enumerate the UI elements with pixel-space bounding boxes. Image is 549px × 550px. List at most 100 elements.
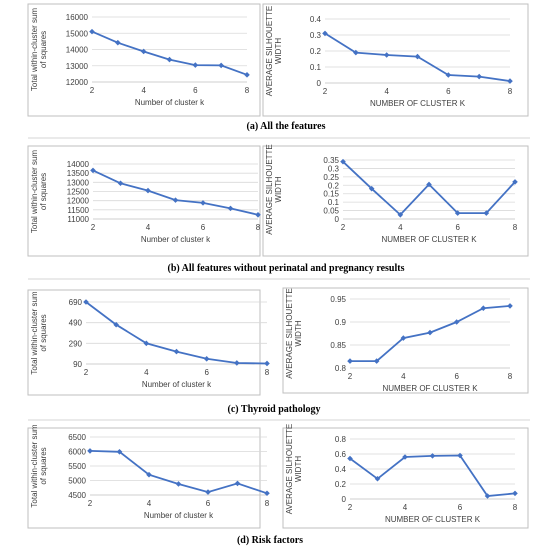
x-axis-label: NUMBER OF CLUSTER K — [381, 235, 477, 244]
data-point — [264, 360, 270, 367]
data-point — [453, 319, 460, 325]
x-axis-label: Number of cluster k — [142, 380, 212, 389]
panel-caption: (d) Risk factors — [237, 535, 303, 546]
data-point — [264, 490, 270, 497]
y-axis-label: AVERAGE SILHOUETTEWIDTH — [265, 6, 283, 97]
y-tick-label: 0.2 — [328, 181, 340, 190]
y-axis-label: Total within-cluster sumof squares — [30, 291, 48, 374]
data-point — [512, 179, 518, 185]
y-tick-label: 0.8 — [335, 364, 347, 373]
y-tick-label: 12000 — [66, 78, 89, 87]
y-tick-label: 0.25 — [323, 173, 339, 182]
panel-caption: (b) All features without perinatal and p… — [168, 263, 405, 274]
data-point — [234, 480, 241, 487]
data-point — [89, 28, 95, 35]
y-tick-label: 0.6 — [335, 450, 347, 459]
x-tick-label: 8 — [508, 87, 513, 96]
x-tick-label: 6 — [446, 87, 451, 96]
x-tick-label: 6 — [204, 368, 209, 377]
data-point — [173, 348, 180, 355]
y-tick-label: 690 — [69, 298, 83, 307]
data-point — [368, 185, 375, 192]
data-point — [192, 62, 199, 68]
data-point — [512, 490, 518, 497]
x-tick-label: 8 — [265, 368, 270, 377]
data-point — [175, 481, 182, 487]
x-tick-label: 6 — [206, 499, 211, 508]
data-point — [507, 303, 513, 309]
x-tick-label: 8 — [508, 372, 513, 381]
y-tick-label: 13000 — [66, 62, 89, 71]
y-tick-label: 0.4 — [335, 465, 347, 474]
data-point — [402, 454, 408, 460]
chart-panel-4: 00.050.10.150.20.250.30.35 2 4 6 8 NUMBER OF … — [262, 144, 529, 257]
y-tick-label: 0.95 — [330, 295, 346, 304]
data-point — [143, 340, 150, 347]
y-axis-label: AVERAGE SILHOUETTEWIDTH — [285, 288, 303, 379]
data-point — [454, 210, 461, 216]
data-point — [483, 210, 490, 216]
y-tick-label: 16000 — [66, 13, 89, 22]
x-tick-label: 4 — [144, 368, 149, 377]
panel-caption: (a) All the features — [247, 121, 326, 132]
chart-panel-1: 12000 13000 14000 15000 16000 2 4 6 8 Number of c… — [27, 3, 261, 117]
y-tick-label: 15000 — [66, 29, 89, 38]
panel-frame — [262, 145, 529, 257]
y-axis-label: AVERAGE SILHOUETTEWIDTH — [265, 144, 283, 235]
y-tick-label: 12500 — [67, 188, 90, 197]
y-axis-label: AVERAGE SILHOUETTEWIDTH — [285, 424, 303, 515]
x-tick-label: 2 — [323, 87, 328, 96]
data-point — [115, 39, 121, 46]
x-tick-label: 2 — [348, 503, 353, 512]
chart-panel-7: 4500 5000 5500 6000 6500 2 4 6 8 Number of cluste… — [27, 424, 270, 529]
x-axis-label: Number of cluster k — [135, 98, 205, 107]
y-tick-label: 5500 — [68, 462, 86, 471]
x-tick-label: 8 — [265, 499, 270, 508]
panel-frame — [262, 3, 529, 117]
captions: (a) All the features (b) All features wit… — [28, 121, 530, 546]
x-tick-label: 2 — [88, 499, 93, 508]
data-point — [429, 453, 436, 459]
x-tick-label: 4 — [384, 87, 389, 96]
data-point — [480, 305, 487, 311]
data-point — [244, 72, 250, 78]
x-axis-label: Number of cluster k — [144, 511, 214, 520]
y-axis-label: Total within-cluster sumof squares — [30, 8, 48, 91]
chart-panel-5: 90 290 490 690 2 4 6 8 Number of cluster k Total … — [27, 289, 270, 396]
y-tick-label: 0.05 — [323, 207, 339, 216]
data-point — [146, 471, 152, 478]
data-point — [234, 360, 240, 366]
data-point — [353, 49, 359, 56]
data-point — [117, 180, 124, 187]
y-tick-label: 0.3 — [328, 164, 340, 173]
y-tick-label: 90 — [73, 360, 82, 369]
y-tick-label: 14000 — [66, 46, 89, 55]
y-tick-label: 13500 — [67, 169, 90, 178]
y-tick-label: 0.9 — [335, 318, 347, 327]
x-tick-label: 6 — [201, 223, 206, 232]
data-point — [87, 448, 93, 454]
x-axis-label: NUMBER OF CLUSTER K — [385, 515, 481, 524]
data-point — [374, 475, 381, 482]
panel-frame — [282, 287, 529, 394]
y-tick-label: 0.3 — [310, 31, 322, 40]
data-point — [457, 452, 463, 459]
y-tick-label: 0.4 — [310, 15, 322, 24]
data-point — [347, 455, 353, 462]
data-point — [200, 200, 206, 206]
data-point — [373, 358, 380, 364]
x-tick-label: 8 — [245, 86, 250, 95]
x-tick-label: 4 — [147, 499, 152, 508]
x-tick-label: 4 — [398, 223, 403, 232]
y-tick-label: 0 — [335, 215, 340, 224]
x-tick-label: 6 — [455, 223, 460, 232]
data-point — [322, 30, 328, 37]
chart-panel-6: 0.8 0.85 0.9 0.95 2 4 6 8 NUMBER OF CLUSTER K AVE… — [282, 287, 529, 394]
y-tick-label: 6500 — [68, 433, 86, 442]
data-point — [145, 187, 151, 194]
y-tick-label: 490 — [69, 319, 83, 328]
y-tick-label: 13000 — [67, 178, 90, 187]
y-tick-label: 4500 — [68, 491, 86, 500]
